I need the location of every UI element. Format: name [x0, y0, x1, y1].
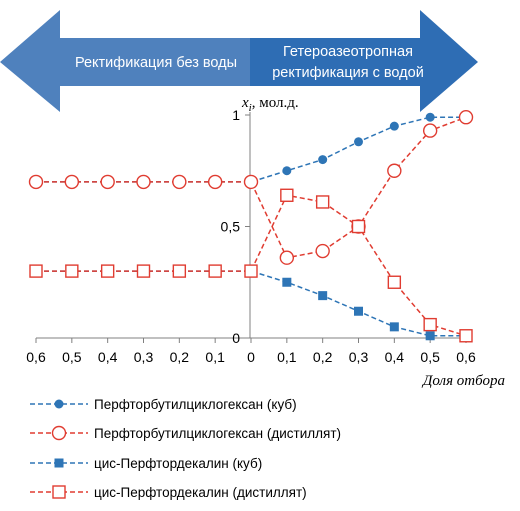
y-axis-var: x [241, 95, 249, 111]
x-axis-title: Доля отбора [421, 373, 505, 389]
data-point [351, 219, 366, 234]
x-tick-label: 0,3 [134, 349, 154, 365]
series-line [36, 270, 466, 337]
legend-item: Перфторбутилциклогексан (дистиллят) [30, 425, 341, 441]
y-axis-sub: i [249, 102, 252, 114]
legend-item: цис-Перфтордекалин (куб) [30, 456, 262, 471]
x-tick-label: 0 [247, 349, 255, 365]
x-tick-label: 0,1 [277, 349, 297, 365]
legend-item: Перфторбутилциклогексан (куб) [30, 397, 297, 412]
series-4 [29, 188, 473, 343]
x-tick-label: 0,3 [349, 349, 369, 365]
x-tick-label: 0,4 [385, 349, 405, 365]
y-tick-label: 1 [232, 107, 240, 123]
data-point [244, 264, 258, 278]
data-point [282, 166, 292, 176]
x-tick-label: 0,2 [170, 349, 190, 365]
data-point [64, 174, 80, 190]
data-point [425, 112, 435, 122]
right-banner-label-line1: Гетероазеотропная [283, 44, 413, 60]
legend-label: цис-Перфтордекалин (дистиллят) [94, 485, 307, 500]
legend-item: цис-Перфтордекалин (дистиллят) [30, 485, 307, 500]
data-point [318, 155, 328, 165]
data-point [458, 110, 474, 125]
x-tick-label: 0,6 [26, 349, 46, 365]
right-banner-label-line2: ректификация с водой [272, 65, 424, 81]
series-2 [28, 110, 474, 265]
data-point [28, 174, 44, 190]
data-point [354, 137, 363, 147]
data-point [282, 277, 292, 287]
y-tick-label: 0 [232, 330, 240, 346]
mode-banner: Ректификация без воды Гетероазеотропная … [0, 10, 478, 112]
data-point [425, 331, 435, 341]
legend-label: цис-Перфтордекалин (куб) [94, 456, 262, 471]
x-tick-label: 0,1 [205, 349, 225, 365]
legend-marker [54, 458, 64, 468]
y-tick-label: 0,5 [221, 219, 241, 235]
legend-marker [52, 485, 66, 499]
data-point [100, 264, 115, 278]
series-layer [28, 110, 474, 343]
left-arrow-banner [0, 10, 250, 112]
data-point [136, 174, 151, 190]
data-point [280, 188, 294, 202]
x-ticks: 0,6 0,5 0,4 0,3 0,2 0,1 0 0,1 0,2 0,3 0,4 0,5 0,6 [26, 338, 476, 365]
legend-label: Перфторбутилциклогексан (куб) [94, 397, 297, 412]
legend-label: Перфторбутилциклогексан (дистиллят) [94, 426, 341, 441]
data-point [243, 174, 259, 190]
data-point [389, 121, 399, 131]
y-axis-title: xi, мол.д. [241, 95, 299, 114]
left-banner-label: Ректификация без воды [75, 55, 237, 71]
data-point [315, 243, 330, 259]
x-tick-label: 0,5 [62, 349, 82, 365]
data-point [315, 195, 330, 209]
x-tick-label: 0,6 [456, 349, 476, 365]
data-point [422, 123, 438, 138]
data-point [172, 264, 187, 278]
data-point [65, 264, 79, 278]
right-arrow-banner [250, 10, 478, 112]
x-tick-label: 0,2 [313, 349, 333, 365]
y-ticks: 00,51 [221, 107, 250, 346]
legend-marker [54, 399, 64, 409]
legend-marker [51, 425, 67, 441]
data-point [318, 291, 328, 301]
data-point [279, 250, 295, 265]
series-line [36, 116, 466, 183]
data-point [387, 275, 402, 289]
data-point [459, 329, 473, 343]
data-point [100, 174, 115, 190]
axes: 00,51 0,6 0,5 0,4 0,3 0,2 0,1 0 0,1 0,2 0,3 0,4 0,5… [26, 95, 505, 389]
data-point [389, 322, 399, 332]
data-point [172, 174, 187, 190]
data-point [354, 306, 363, 316]
legend: Перфторбутилциклогексан (куб) Перфторбути… [30, 397, 341, 500]
data-point [207, 174, 223, 190]
data-point [29, 264, 43, 278]
y-axis-unit: , мол.д. [252, 95, 299, 111]
x-tick-label: 0,5 [420, 349, 440, 365]
data-point [136, 264, 151, 278]
data-point [423, 317, 437, 332]
x-tick-label: 0,4 [98, 349, 118, 365]
data-point [387, 163, 402, 178]
data-point [208, 264, 222, 278]
